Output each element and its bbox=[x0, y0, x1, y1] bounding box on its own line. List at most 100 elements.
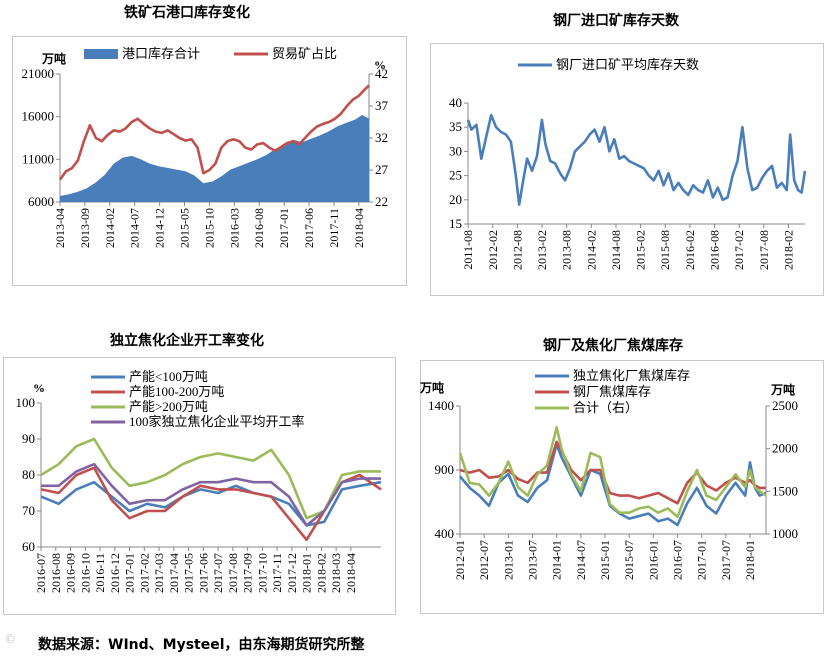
left-axis-unit: % bbox=[33, 381, 45, 395]
x-tick-label: 2018-01 bbox=[743, 540, 757, 580]
chart2-title: 钢厂进口矿库存天数 bbox=[553, 13, 679, 29]
series-line-3 bbox=[41, 462, 381, 527]
x-tick-label: 2012-01 bbox=[453, 540, 467, 580]
x-tick-label: 2015-07 bbox=[622, 540, 636, 580]
x-tick-label: 2015-05 bbox=[178, 208, 192, 248]
x-tick-label: 2014-08 bbox=[609, 230, 623, 270]
x-tick-label: 2017-01 bbox=[277, 208, 291, 248]
x-tick-label: 2016-08 bbox=[252, 208, 266, 248]
x-tick-label: 2017-08 bbox=[757, 230, 771, 270]
x-tick-label: 2014-07 bbox=[574, 540, 588, 580]
legend-label: 独立焦化厂焦煤库存 bbox=[573, 368, 690, 383]
legend-label: 100家独立焦化企业平均开工率 bbox=[129, 414, 305, 429]
x-tick-label: 2015-08 bbox=[658, 230, 672, 270]
y-tick-label: 1400 bbox=[428, 398, 454, 413]
x-tick-label: 2013-08 bbox=[560, 230, 574, 270]
x-tick-label: 2017-06 bbox=[302, 208, 316, 248]
x-tick-label: 2017-12 bbox=[285, 553, 299, 593]
x-tick-label: 2017-02 bbox=[732, 230, 746, 270]
y2-tick-label: 27 bbox=[375, 162, 389, 177]
x-tick-label: 2014-12 bbox=[153, 208, 167, 248]
x-tick-label: 2012-02 bbox=[486, 230, 500, 270]
y-tick-label: 400 bbox=[435, 526, 455, 541]
x-tick-label: 2016-01 bbox=[646, 540, 660, 580]
x-tick-label: 2012-08 bbox=[510, 230, 524, 270]
y2-tick-label: 22 bbox=[375, 194, 388, 209]
x-tick-label: 2017-10 bbox=[255, 553, 269, 593]
x-tick-label: 2017-02 bbox=[137, 553, 151, 593]
y2-tick-label: 2000 bbox=[772, 441, 798, 456]
legend-swatch bbox=[84, 49, 118, 59]
x-tick-label: 2016-11 bbox=[93, 553, 107, 593]
x-tick-label: 2013-07 bbox=[526, 540, 540, 580]
chart1-port-inventory: 6000 11000 16000 21000 22 27 32 37 42 2013-04 2013… bbox=[12, 36, 405, 284]
y-tick-label: 90 bbox=[22, 431, 35, 446]
y2-tick-label: 42 bbox=[375, 66, 388, 81]
data-source-note: 数据来源：WInd、Mysteel，由东海期货研究所整 bbox=[38, 637, 365, 653]
x-tick-label: 2016-08 bbox=[49, 553, 63, 593]
y-tick-label: 900 bbox=[435, 462, 455, 477]
x-tick-label: 2016-02 bbox=[683, 230, 697, 270]
x-tick-label: 2017-03 bbox=[152, 553, 166, 593]
chart3-coking-utilization: 60 70 80 90 100 2016-07 2016-08 2016-09 2016-10 2… bbox=[3, 357, 394, 613]
right-axis-unit: 万吨 bbox=[770, 382, 795, 397]
y2-tick-label: 32 bbox=[375, 130, 388, 145]
x-tick-label: 2015-10 bbox=[202, 208, 216, 248]
series-line-0 bbox=[40, 480, 382, 527]
x-tick-label: 2016-08 bbox=[708, 230, 722, 270]
x-tick-label: 2017-01 bbox=[123, 553, 137, 593]
y2-tick-label: 1500 bbox=[772, 483, 798, 498]
series-line-1 bbox=[40, 466, 382, 542]
x-tick-label: 2016-07 bbox=[671, 540, 685, 580]
y-tick-label: 30 bbox=[449, 143, 462, 158]
y-tick-label: 35 bbox=[449, 119, 462, 134]
y-tick-label: 60 bbox=[22, 539, 35, 554]
x-tick-label: 2017-04 bbox=[167, 553, 181, 593]
x-tick-label: 2018-04 bbox=[352, 208, 366, 248]
legend-label: 钢厂焦煤库存 bbox=[573, 384, 651, 399]
x-tick-label: 2017-06 bbox=[196, 553, 210, 593]
legend-label: 港口库存合计 bbox=[122, 46, 200, 61]
legend-label: 产能100-200万吨 bbox=[129, 384, 224, 399]
x-tick-label: 2017-09 bbox=[241, 553, 255, 593]
x-tick-label: 2014-02 bbox=[584, 230, 598, 270]
x-tick-label: 2015-01 bbox=[598, 540, 612, 580]
x-tick-label: 2017-07 bbox=[719, 540, 733, 580]
x-tick-label: 2014-01 bbox=[550, 540, 564, 580]
y2-tick-label: 1000 bbox=[772, 526, 798, 541]
x-tick-label: 2018-03 bbox=[329, 553, 343, 593]
series-line-0 bbox=[459, 443, 767, 527]
y-tick-label: 16000 bbox=[22, 109, 55, 124]
y2-tick-label: 37 bbox=[375, 98, 389, 113]
x-tick-label: 2016-07 bbox=[34, 553, 48, 593]
x-tick-label: 2016-12 bbox=[108, 553, 122, 593]
x-tick-label: 2016-10 bbox=[78, 553, 92, 593]
y-tick-label: 70 bbox=[22, 503, 35, 518]
x-tick-label: 2017-11 bbox=[270, 553, 284, 593]
chart2-mill-inventory-days: 15 20 25 30 35 40 2011-08 2012-02 2012-08 2013-02… bbox=[430, 43, 822, 294]
x-tick-label: 2018-01 bbox=[300, 553, 314, 593]
x-tick-label: 2016-03 bbox=[227, 208, 241, 248]
y-tick-label: 21000 bbox=[22, 66, 55, 81]
y-tick-label: 6000 bbox=[28, 194, 54, 209]
x-tick-label: 2014-02 bbox=[103, 208, 117, 248]
right-axis-unit: % bbox=[374, 58, 386, 72]
x-tick-label: 2017-05 bbox=[182, 553, 196, 593]
x-tick-label: 2015-02 bbox=[634, 230, 648, 270]
x-tick-label: 2018-02 bbox=[781, 230, 795, 270]
x-tick-label: 2018-02 bbox=[314, 553, 328, 593]
y-tick-label: 20 bbox=[449, 192, 462, 207]
chart2-frame bbox=[430, 43, 824, 296]
series-line-0 bbox=[466, 113, 807, 206]
legend-label: 钢厂进口矿平均库存天数 bbox=[556, 57, 699, 72]
series-area-0 bbox=[60, 115, 369, 202]
x-tick-label: 2012-07 bbox=[477, 540, 491, 580]
y-tick-label: 15 bbox=[449, 216, 462, 231]
x-tick-label: 2014-07 bbox=[128, 208, 142, 248]
chart3-title: 独立焦化企业开工率变化 bbox=[110, 333, 264, 349]
y2-tick-label: 2500 bbox=[772, 398, 798, 413]
watermark: © bbox=[4, 632, 16, 646]
legend-label: 产能>200万吨 bbox=[129, 399, 208, 414]
y-tick-label: 40 bbox=[449, 95, 462, 110]
x-tick-label: 2017-07 bbox=[211, 553, 225, 593]
